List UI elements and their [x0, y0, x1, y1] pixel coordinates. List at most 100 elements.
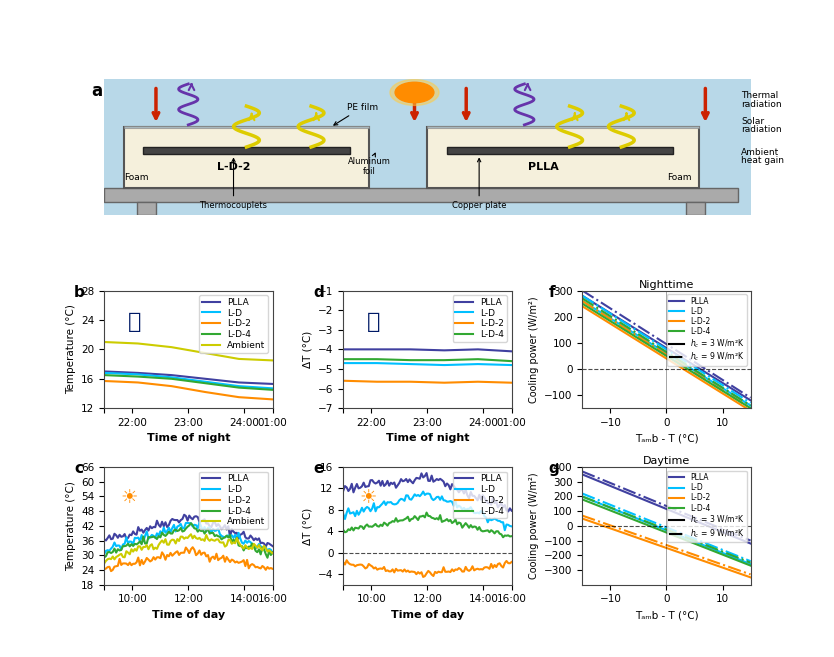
- L-D-4: [440, 516, 450, 524]
- Ambient: [200, 349, 210, 357]
- L-D-4: [234, 384, 244, 392]
- Y-axis label: Temperature (°C): Temperature (°C): [66, 304, 76, 394]
- L-D-4: [501, 532, 511, 539]
- L-D-2: [133, 378, 143, 386]
- Bar: [137, 202, 156, 215]
- Y-axis label: ΔT (°C): ΔT (°C): [303, 507, 313, 545]
- L-D: [201, 528, 211, 535]
- L-D: [268, 384, 278, 392]
- L-D: [427, 495, 437, 503]
- Text: d: d: [313, 284, 324, 300]
- L-D-2: [339, 558, 349, 566]
- PLLA: [179, 510, 189, 518]
- Title: Daytime: Daytime: [643, 456, 690, 466]
- L-D: [370, 507, 380, 515]
- L-D-4: [256, 551, 266, 558]
- L-D-2: [140, 558, 150, 566]
- Text: b: b: [74, 284, 85, 300]
- L-D: [501, 520, 511, 528]
- L-D-4: [506, 357, 516, 365]
- Ambient: [99, 559, 109, 567]
- L-D: [500, 526, 510, 534]
- PLLA: [268, 542, 278, 550]
- Ambient: [132, 547, 142, 555]
- PLLA: [503, 507, 513, 515]
- PLLA: [370, 480, 380, 487]
- L-D-4: [339, 526, 349, 534]
- L-D-4: [498, 533, 508, 541]
- Text: 🌙: 🌙: [367, 311, 380, 332]
- Text: Foam: Foam: [124, 173, 148, 182]
- Line: L-D-4: L-D-4: [344, 359, 511, 361]
- Ambient: [186, 530, 196, 538]
- L-D-2: [506, 558, 516, 566]
- Y-axis label: Cooling power (W/m²): Cooling power (W/m²): [529, 296, 539, 403]
- X-axis label: Time of day: Time of day: [391, 610, 464, 620]
- L-D-4: [133, 373, 143, 380]
- Text: L-D-2: L-D-2: [217, 162, 250, 172]
- X-axis label: Tₐₘb - T (°C): Tₐₘb - T (°C): [635, 610, 698, 620]
- Text: 🌙: 🌙: [128, 311, 141, 332]
- L-D-2: [99, 377, 109, 385]
- X-axis label: Tₐₘb - T (°C): Tₐₘb - T (°C): [635, 434, 698, 443]
- L-D-4: [405, 356, 415, 364]
- L-D: [440, 361, 450, 369]
- L-D: [261, 543, 271, 551]
- PLLA: [677, 354, 687, 362]
- L-D-4: [473, 355, 483, 363]
- L-D-4: [268, 549, 278, 556]
- PLLA: [440, 482, 450, 490]
- L-D-2: [339, 377, 349, 385]
- PLLA: [167, 371, 177, 379]
- PLLA: [737, 391, 747, 399]
- PLLA: [610, 312, 620, 320]
- PLLA: [339, 346, 349, 353]
- PLLA: [577, 292, 587, 300]
- L-D: [377, 500, 387, 508]
- Line: Ambient: Ambient: [104, 342, 273, 361]
- L-D-4: [372, 355, 382, 363]
- L-D-2: [234, 394, 244, 401]
- L-D-4: [132, 541, 142, 549]
- L-D-4: [268, 386, 278, 394]
- Text: Foam: Foam: [667, 173, 691, 182]
- PLLA: [616, 316, 626, 324]
- L-D: [167, 373, 177, 381]
- L-D: [473, 360, 483, 368]
- L-D-2: [203, 551, 213, 559]
- L-D-4: [263, 554, 273, 562]
- Line: PLLA: PLLA: [582, 296, 751, 400]
- L-D-2: [167, 382, 177, 390]
- L-D: [133, 371, 143, 378]
- PLLA: [421, 469, 431, 477]
- Title: Nighttime: Nighttime: [639, 280, 694, 290]
- L-D-4: [495, 530, 505, 537]
- Ambient: [133, 340, 143, 348]
- L-D-2: [440, 379, 450, 387]
- L-D-2: [188, 543, 198, 551]
- L-D-4: [261, 550, 271, 558]
- L-D-4: [200, 379, 210, 387]
- X-axis label: Time of night: Time of night: [147, 434, 230, 443]
- L-D-4: [377, 522, 387, 530]
- Line: Ambient: Ambient: [104, 534, 273, 563]
- PLLA: [200, 375, 210, 383]
- L-D-4: [370, 520, 380, 528]
- Line: L-D: L-D: [104, 373, 273, 388]
- Legend: PLLA, L-D, L-D-2, L-D-4: PLLA, L-D, L-D-2, L-D-4: [453, 472, 507, 518]
- Circle shape: [390, 79, 439, 105]
- PLLA: [339, 487, 349, 495]
- Text: Copper plate: Copper plate: [452, 158, 506, 210]
- L-D: [132, 534, 142, 542]
- L-D: [339, 510, 349, 518]
- Ambient: [261, 544, 271, 552]
- Ambient: [99, 338, 109, 346]
- L-D-4: [201, 527, 211, 535]
- Line: L-D-2: L-D-2: [104, 547, 273, 571]
- Text: a: a: [91, 81, 103, 100]
- PLLA: [664, 346, 674, 353]
- Line: L-D-2: L-D-2: [344, 381, 511, 383]
- PLLA: [473, 346, 483, 353]
- Text: ☀: ☀: [121, 488, 138, 507]
- X-axis label: Time of night: Time of night: [385, 434, 470, 443]
